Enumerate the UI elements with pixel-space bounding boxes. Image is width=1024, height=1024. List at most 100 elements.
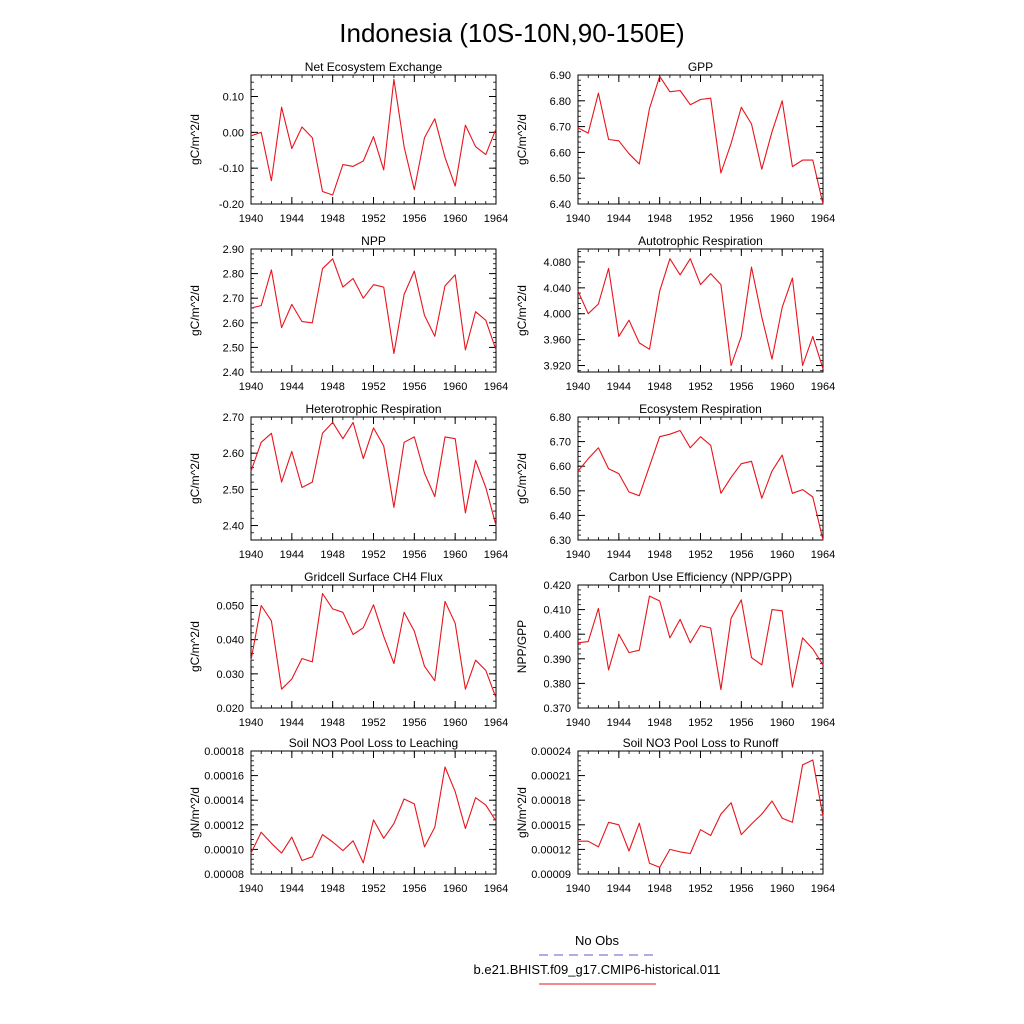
y-axis-label: gC/m^2/d: [188, 285, 202, 336]
legend-label-model: b.e21.BHIST.f09_g17.CMIP6-historical.011: [474, 962, 721, 977]
y-tick-label: 2.70: [223, 293, 244, 305]
x-tick-label: 1940: [566, 717, 590, 729]
panel-carbon-use-efficiency-npp-gpp: 1940 1944 1948 1952 1956 1960 1964 0.370 0.380 0.…: [515, 570, 835, 729]
y-tick-label: 6.50: [550, 486, 571, 498]
y-tick-label: 2.50: [223, 484, 244, 496]
y-tick-label: 2.50: [223, 342, 244, 354]
y-tick-label: 6.90: [550, 70, 571, 82]
panel-title: NPP: [361, 234, 386, 248]
y-tick-label: 0.00015: [531, 820, 571, 832]
y-tick-label: 0.00016: [204, 771, 244, 783]
plot-frame: [577, 74, 824, 205]
x-tick-label: 1940: [239, 883, 263, 895]
y-axis-label: gC/m^2/d: [188, 114, 202, 165]
x-tick-label: 1948: [647, 549, 671, 561]
y-tick-label: 0.00008: [204, 869, 244, 881]
series-line: [578, 759, 824, 868]
x-tick-label: 1944: [280, 549, 304, 561]
series-line: [250, 766, 497, 864]
panel-npp: 1940 1944 1948 1952 1956 1960 1964 2.40 2.50 2.60…: [188, 234, 508, 393]
x-tick-label: 1956: [402, 213, 426, 225]
x-tick-label: 1944: [607, 883, 631, 895]
x-tick-label: 1952: [688, 213, 712, 225]
x-tick-label: 1964: [811, 381, 835, 393]
y-tick-label: 0.370: [543, 703, 571, 715]
panel-title: Gridcell Surface CH4 Flux: [304, 570, 443, 584]
x-tick-label: 1964: [484, 381, 508, 393]
panel-gridcell-surface-ch4-flux: 1940 1944 1948 1952 1956 1960 1964 0.020 0.030 0.…: [188, 570, 508, 729]
x-tick-label: 1940: [239, 213, 263, 225]
legend: No Obs b.e21.BHIST.f09_g17.CMIP6-histori…: [474, 933, 721, 985]
y-axis-label: gN/m^2/d: [515, 787, 529, 838]
x-tick-label: 1952: [361, 883, 385, 895]
x-tick-label: 1940: [239, 717, 263, 729]
x-tick-label: 1956: [402, 883, 426, 895]
y-tick-label: 2.90: [223, 244, 244, 256]
plot-frame: [250, 248, 497, 373]
y-tick-label: 2.80: [223, 269, 244, 281]
y-tick-label: 6.60: [550, 461, 571, 473]
x-tick-label: 1952: [361, 213, 385, 225]
x-tick-label: 1964: [811, 717, 835, 729]
x-tick-label: 1956: [729, 381, 753, 393]
y-tick-label: 0.390: [543, 654, 571, 666]
y-tick-label: 4.000: [543, 309, 571, 321]
y-axis-label: gC/m^2/d: [188, 453, 202, 504]
x-tick-label: 1956: [729, 549, 753, 561]
panel-title: Carbon Use Efficiency (NPP/GPP): [609, 570, 792, 584]
y-tick-label: 4.080: [543, 257, 571, 269]
panel-autotrophic-respiration: 1940 1944 1948 1952 1956 1960 1964 3.920 3.960 4.…: [515, 234, 835, 393]
panel-title: Soil NO3 Pool Loss to Leaching: [289, 736, 458, 750]
plot-frame: [577, 750, 824, 875]
y-tick-label: 0.00012: [204, 820, 244, 832]
x-tick-label: 1944: [280, 717, 304, 729]
series-line: [250, 421, 497, 526]
x-tick-label: 1940: [239, 381, 263, 393]
y-tick-label: 6.30: [550, 535, 571, 547]
x-tick-label: 1960: [443, 381, 467, 393]
x-tick-label: 1960: [443, 717, 467, 729]
y-tick-label: 6.80: [550, 96, 571, 108]
y-tick-label: 0.00014: [204, 795, 244, 807]
y-tick-label: 6.60: [550, 147, 571, 159]
y-axis-label: gC/m^2/d: [515, 114, 529, 165]
x-tick-label: 1948: [320, 883, 344, 895]
y-tick-label: 6.40: [550, 199, 571, 211]
y-tick-label: 6.50: [550, 173, 571, 185]
x-tick-label: 1944: [607, 213, 631, 225]
y-tick-label: -0.10: [219, 163, 244, 175]
y-tick-label: 0.380: [543, 678, 571, 690]
x-tick-label: 1940: [566, 213, 590, 225]
y-tick-label: 2.40: [223, 521, 244, 533]
x-tick-label: 1948: [320, 549, 344, 561]
x-tick-label: 1960: [770, 381, 794, 393]
y-axis-label: NPP/GPP: [515, 620, 529, 673]
panel-title: Soil NO3 Pool Loss to Runoff: [623, 736, 780, 750]
x-tick-label: 1960: [770, 213, 794, 225]
y-tick-label: 0.00012: [531, 844, 571, 856]
y-tick-label: 2.60: [223, 448, 244, 460]
y-tick-label: 0.00018: [531, 795, 571, 807]
x-tick-label: 1964: [484, 717, 508, 729]
y-tick-label: 3.920: [543, 361, 571, 373]
x-tick-label: 1956: [729, 717, 753, 729]
y-tick-label: 0.00009: [531, 869, 571, 881]
y-tick-label: 4.040: [543, 283, 571, 295]
y-tick-label: 2.60: [223, 318, 244, 330]
y-tick-label: 0.020: [216, 703, 244, 715]
x-tick-label: 1964: [484, 549, 508, 561]
y-axis-label: gC/m^2/d: [188, 621, 202, 672]
x-tick-label: 1948: [647, 883, 671, 895]
x-tick-label: 1944: [280, 381, 304, 393]
y-tick-label: -0.20: [219, 199, 244, 211]
x-tick-label: 1956: [402, 549, 426, 561]
x-tick-label: 1944: [607, 549, 631, 561]
x-tick-label: 1940: [566, 549, 590, 561]
panel-title: Net Ecosystem Exchange: [305, 60, 443, 74]
y-tick-label: 0.00010: [204, 844, 244, 856]
x-tick-label: 1960: [770, 549, 794, 561]
y-tick-label: 0.00021: [531, 771, 571, 783]
y-tick-label: 0.00024: [531, 746, 571, 758]
y-tick-label: 0.10: [223, 92, 244, 104]
